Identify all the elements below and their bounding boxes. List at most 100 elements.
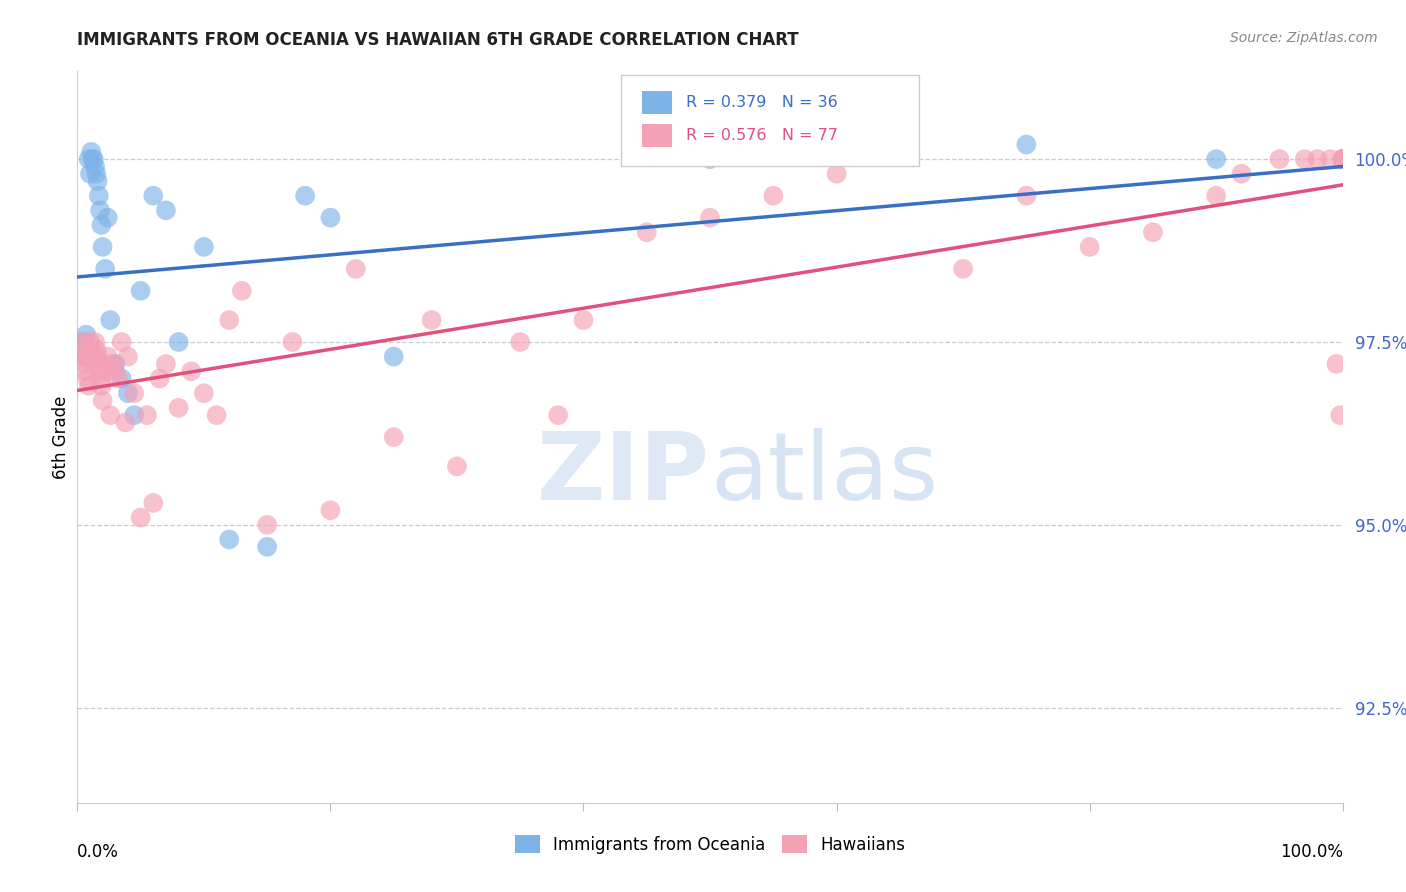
Point <box>205 408 228 422</box>
Point <box>382 350 405 364</box>
Point <box>256 517 278 532</box>
Point <box>180 364 202 378</box>
Point <box>281 334 304 349</box>
Point <box>84 334 107 349</box>
Point <box>83 152 105 166</box>
Text: ZIP: ZIP <box>537 427 710 520</box>
FancyBboxPatch shape <box>641 124 672 147</box>
Point <box>97 211 120 225</box>
Point <box>86 350 108 364</box>
Point <box>84 160 107 174</box>
Point <box>82 350 104 364</box>
Point <box>193 386 215 401</box>
Point <box>149 371 172 385</box>
Text: 100.0%: 100.0% <box>1279 843 1343 861</box>
Point <box>98 408 121 422</box>
Point <box>82 152 104 166</box>
Point <box>1306 152 1329 166</box>
Point <box>94 364 117 378</box>
Point <box>91 393 114 408</box>
Point <box>1331 152 1354 166</box>
Point <box>382 430 405 444</box>
FancyBboxPatch shape <box>641 91 672 114</box>
Text: IMMIGRANTS FROM OCEANIA VS HAWAIIAN 6TH GRADE CORRELATION CHART: IMMIGRANTS FROM OCEANIA VS HAWAIIAN 6TH … <box>77 31 799 49</box>
Point <box>89 203 111 218</box>
FancyBboxPatch shape <box>621 75 920 167</box>
Point <box>1331 152 1354 166</box>
Point <box>1015 137 1038 152</box>
Point <box>762 188 785 202</box>
Point <box>142 188 165 202</box>
Point <box>446 459 468 474</box>
Point <box>90 379 112 393</box>
Point <box>509 334 531 349</box>
Point <box>231 284 253 298</box>
Point <box>117 350 139 364</box>
Point <box>1331 152 1354 166</box>
Point <box>114 416 136 430</box>
Point <box>636 225 658 239</box>
Point <box>94 261 117 276</box>
Point <box>344 261 367 276</box>
Point <box>572 313 595 327</box>
Point <box>1331 152 1354 166</box>
Point <box>111 334 132 349</box>
Point <box>98 313 121 327</box>
Point <box>1331 152 1354 166</box>
Point <box>80 145 103 159</box>
Point <box>167 401 190 415</box>
Point <box>124 386 146 401</box>
Point <box>77 379 100 393</box>
Point <box>72 334 94 349</box>
Point <box>218 533 240 547</box>
Point <box>155 357 177 371</box>
Point <box>699 211 721 225</box>
Point <box>104 357 127 371</box>
Point <box>80 343 103 357</box>
Point <box>218 313 240 327</box>
Point <box>167 334 190 349</box>
Point <box>91 240 114 254</box>
Point <box>97 350 120 364</box>
Point <box>69 343 91 357</box>
Point <box>136 408 159 422</box>
Point <box>193 240 215 254</box>
Point <box>129 510 152 524</box>
Point <box>142 496 165 510</box>
Point <box>89 371 111 385</box>
Point <box>76 371 98 385</box>
Point <box>547 408 569 422</box>
Point <box>86 343 108 357</box>
Point <box>1230 167 1253 181</box>
Point <box>1205 152 1227 166</box>
Point <box>1142 225 1164 239</box>
Point <box>79 334 101 349</box>
Point <box>1331 152 1354 166</box>
Point <box>1324 357 1347 371</box>
Point <box>952 261 974 276</box>
Point <box>256 540 278 554</box>
Point <box>1268 152 1291 166</box>
Point <box>75 327 97 342</box>
Point <box>77 152 100 166</box>
Point <box>1331 152 1354 166</box>
Point <box>70 350 93 364</box>
Point <box>1015 188 1038 202</box>
Point <box>1294 152 1316 166</box>
Point <box>79 167 101 181</box>
Point <box>319 211 342 225</box>
Text: atlas: atlas <box>710 427 938 520</box>
Point <box>93 357 115 371</box>
Text: R = 0.379   N = 36: R = 0.379 N = 36 <box>686 95 838 110</box>
Point <box>420 313 443 327</box>
Point <box>155 203 177 218</box>
Point <box>124 408 146 422</box>
Point <box>294 188 316 202</box>
Point <box>111 371 132 385</box>
Point <box>73 350 96 364</box>
Point <box>1331 152 1354 166</box>
Point <box>1331 152 1354 166</box>
Text: R = 0.576   N = 77: R = 0.576 N = 77 <box>686 128 838 144</box>
Point <box>699 152 721 166</box>
Point <box>87 188 110 202</box>
